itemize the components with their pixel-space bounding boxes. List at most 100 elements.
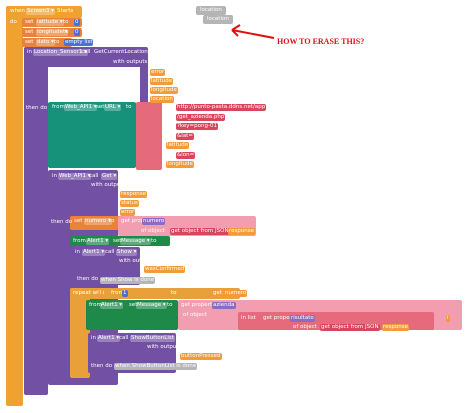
- call-block[interactable]: [24, 47, 148, 67]
- value-block[interactable]: empty list: [64, 39, 94, 46]
- floating-block[interactable]: location: [196, 6, 226, 15]
- setter-block[interactable]: [48, 102, 136, 168]
- dropdown[interactable]: Get ▾: [101, 173, 118, 180]
- text-block[interactable]: /get_azienda.php: [176, 114, 226, 121]
- loop-block-head: [70, 288, 240, 299]
- dropdown[interactable]: URL ▾: [104, 104, 122, 111]
- block-label: to: [63, 29, 69, 35]
- collapsed-block[interactable]: when Show is done: [100, 277, 156, 284]
- variable-block[interactable]: response: [120, 191, 147, 198]
- block-label: get property: [263, 315, 298, 321]
- block-label: do: [10, 19, 17, 25]
- variable-block[interactable]: get: [212, 290, 224, 297]
- variable-block[interactable]: error: [120, 209, 136, 216]
- block-label: then do: [51, 219, 73, 225]
- value-block[interactable]: 0: [74, 29, 80, 36]
- variable-block[interactable]: longitude: [166, 161, 194, 168]
- variable-block[interactable]: numero: [224, 290, 248, 297]
- set-block[interactable]: [22, 38, 72, 47]
- dropdown[interactable]: latitude ▾: [36, 19, 64, 26]
- text-block[interactable]: http://punto-pasta.ddns.net/app: [176, 104, 267, 111]
- block-label: join: [163, 104, 173, 110]
- block-label: to: [167, 302, 173, 308]
- variable-block[interactable]: latitude: [150, 78, 174, 85]
- block-label: in: [75, 249, 81, 255]
- dropdown[interactable]: Message ▾: [136, 302, 167, 309]
- block-label: with outputs: [119, 258, 154, 264]
- variable-block[interactable]: status: [120, 200, 139, 207]
- variable-block[interactable]: latitude: [166, 142, 190, 149]
- value-block[interactable]: 0: [74, 19, 80, 26]
- loop-block[interactable]: [70, 288, 90, 378]
- variable-block[interactable]: i: [446, 315, 450, 322]
- setter-block[interactable]: [86, 300, 178, 330]
- floating-block[interactable]: location: [203, 15, 233, 24]
- set-block[interactable]: [22, 28, 82, 37]
- dropdown[interactable]: numero ▾: [84, 218, 112, 225]
- dropdown[interactable]: Show ▾: [116, 249, 138, 256]
- dropdown[interactable]: Screen3 ▾: [26, 8, 55, 15]
- block-label: GetCurrentLocation: [94, 49, 148, 55]
- dropdown[interactable]: Alert1 ▾: [100, 302, 124, 309]
- variable-block[interactable]: buttonPressed: [180, 353, 222, 360]
- text-block[interactable]: &lat=: [176, 133, 194, 140]
- block-label: call: [81, 49, 91, 55]
- block-label: to: [63, 19, 69, 25]
- block-label: when: [10, 8, 25, 14]
- block-label: to: [109, 218, 115, 224]
- block-label: set: [25, 19, 34, 25]
- block-label: set: [25, 29, 34, 35]
- block-label: Starts: [57, 8, 74, 14]
- set-block[interactable]: [22, 18, 82, 27]
- dropdown[interactable]: Alert1 ▾: [82, 249, 106, 256]
- text-block[interactable]: &lon=: [176, 152, 196, 159]
- dropdown[interactable]: longitude ▾: [36, 29, 69, 36]
- text-block[interactable]: get object from JSON: [170, 228, 230, 235]
- block-label: set: [25, 39, 34, 45]
- block-label: repeat with: [73, 290, 105, 296]
- variable-block[interactable]: i: [99, 290, 103, 297]
- dropdown[interactable]: Message ▾: [120, 238, 151, 245]
- annotation: HOW TO ERASE THIS?: [277, 37, 365, 46]
- block-label: then do: [26, 105, 48, 111]
- setter-block[interactable]: [70, 236, 170, 246]
- block-label: from: [111, 290, 124, 296]
- dropdown[interactable]: Alert1 ▾: [97, 335, 121, 342]
- block-label: from: [89, 302, 102, 308]
- dropdown[interactable]: dato ▾: [36, 39, 55, 46]
- dropdown[interactable]: ShowButtonList: [130, 335, 175, 342]
- block-label: then do: [77, 276, 99, 282]
- block-label: of object: [293, 324, 317, 330]
- block-label[interactable]: numero: [142, 218, 166, 225]
- block-label: call: [89, 173, 99, 179]
- value-block[interactable]: 1: [122, 290, 128, 297]
- join-block[interactable]: [136, 102, 162, 170]
- outputs-bar: [140, 60, 148, 104]
- block-label: to: [54, 39, 60, 45]
- variable-block[interactable]: error: [150, 69, 166, 76]
- variable-block[interactable]: response: [228, 228, 255, 235]
- collapsed-block[interactable]: when ShowButtonList is done: [114, 363, 198, 370]
- block-label: in: [91, 335, 97, 341]
- block-label: call: [119, 335, 129, 341]
- event-block-body: [6, 6, 23, 406]
- block-label: from: [52, 104, 65, 110]
- event-block[interactable]: [6, 6, 82, 18]
- block-label: to: [171, 290, 177, 296]
- block-label[interactable]: azienda: [212, 302, 236, 309]
- text-block[interactable]: ?key=pong-01: [176, 123, 218, 130]
- variable-block[interactable]: longitude: [150, 87, 178, 94]
- text-block[interactable]: get object from JSON: [320, 324, 380, 331]
- block-label: get property: [121, 218, 156, 224]
- variable-block[interactable]: wasConfirmed: [144, 266, 186, 273]
- variable-block[interactable]: response: [382, 324, 409, 331]
- dropdown[interactable]: Alert1 ▾: [86, 238, 110, 245]
- block-label[interactable]: risultato: [290, 315, 315, 322]
- block-label: with outputs: [147, 344, 182, 350]
- block-label: of object: [183, 312, 207, 318]
- dropdown[interactable]: Web_API1 ▾: [58, 173, 92, 180]
- dropdown[interactable]: Web_API1 ▾: [64, 104, 98, 111]
- dropdown[interactable]: Location_Sensor1 ▾: [33, 49, 88, 56]
- variable-block[interactable]: location: [150, 96, 174, 103]
- block-label: with outputs: [91, 182, 126, 188]
